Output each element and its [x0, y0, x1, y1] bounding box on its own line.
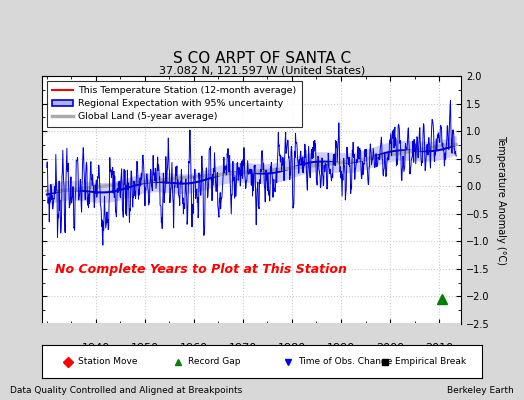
Text: Record Gap: Record Gap	[188, 357, 241, 366]
Y-axis label: Temperature Anomaly (°C): Temperature Anomaly (°C)	[496, 135, 506, 265]
Text: S CO ARPT OF SANTA C: S CO ARPT OF SANTA C	[173, 51, 351, 66]
Text: Data Quality Controlled and Aligned at Breakpoints: Data Quality Controlled and Aligned at B…	[10, 386, 243, 395]
Text: Empirical Break: Empirical Break	[395, 357, 466, 366]
Text: Berkeley Earth: Berkeley Earth	[447, 386, 514, 395]
Text: Time of Obs. Change: Time of Obs. Change	[298, 357, 392, 366]
Text: 37.082 N, 121.597 W (United States): 37.082 N, 121.597 W (United States)	[159, 65, 365, 75]
Text: No Complete Years to Plot at This Station: No Complete Years to Plot at This Statio…	[55, 263, 347, 276]
Text: Station Move: Station Move	[78, 357, 137, 366]
Legend: This Temperature Station (12-month average), Regional Expectation with 95% uncer: This Temperature Station (12-month avera…	[47, 81, 302, 127]
